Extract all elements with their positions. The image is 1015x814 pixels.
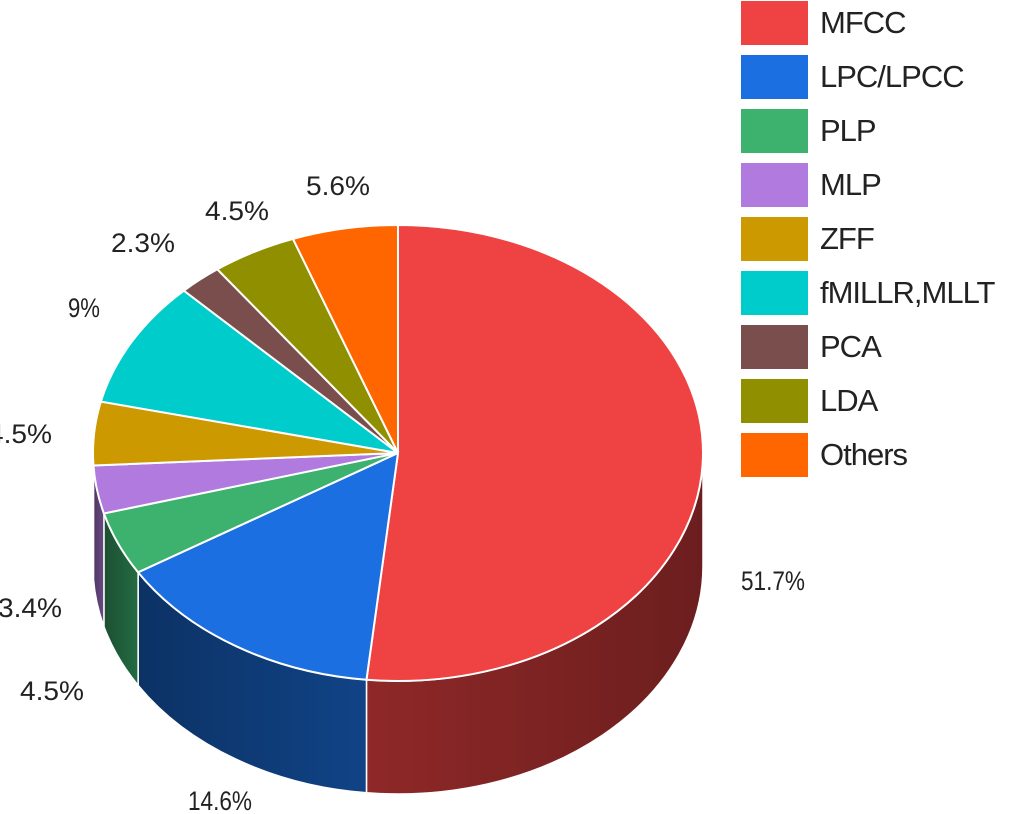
legend-swatch (741, 433, 808, 477)
legend-item: fMILLR,MLLT (741, 271, 995, 315)
data-label: 2.3% (111, 228, 175, 258)
legend-label: MLP (820, 167, 882, 202)
legend-label: PCA (820, 329, 882, 364)
legend-item: PCA (741, 325, 882, 369)
legend-item: MFCC (741, 1, 907, 45)
legend-swatch (741, 163, 808, 207)
data-label: 5.6% (306, 171, 370, 201)
legend-label: Others (820, 437, 908, 472)
legend-swatch (741, 1, 808, 45)
legend-label: MFCC (820, 5, 907, 40)
legend-item: Others (741, 433, 908, 477)
data-label: 14.6% (188, 786, 252, 814)
pie-slice-mfcc (365, 223, 704, 682)
pie-slice-others (291, 223, 399, 454)
legend-swatch (741, 271, 808, 315)
legend-label: fMILLR,MLLT (820, 275, 995, 310)
legend-label: LDA (820, 383, 878, 418)
legend-swatch (741, 379, 808, 423)
pie-slice-fmillr-mllt (99, 289, 399, 454)
legend-swatch (741, 217, 808, 261)
legend-swatch (741, 109, 808, 153)
data-label: 4.5% (205, 196, 269, 226)
pie-slice-lpc-lpcc (136, 451, 400, 681)
data-label: 4.5% (0, 419, 52, 449)
legend-swatch (741, 55, 808, 99)
legend-swatch (741, 325, 808, 369)
legend-item: MLP (741, 163, 882, 207)
legend-item: LDA (741, 379, 878, 423)
legend-item: ZFF (741, 217, 875, 261)
data-label: 3.4% (0, 593, 62, 623)
data-label: 51.7% (741, 566, 805, 596)
data-label: 4.5% (20, 676, 84, 706)
legend-item: LPC/LPCC (741, 55, 965, 99)
data-label: 9% (68, 293, 100, 323)
legend-label: ZFF (820, 221, 875, 256)
legend-item: PLP (741, 109, 877, 153)
legend-label: PLP (820, 113, 877, 148)
legend-label: LPC/LPCC (820, 59, 965, 94)
